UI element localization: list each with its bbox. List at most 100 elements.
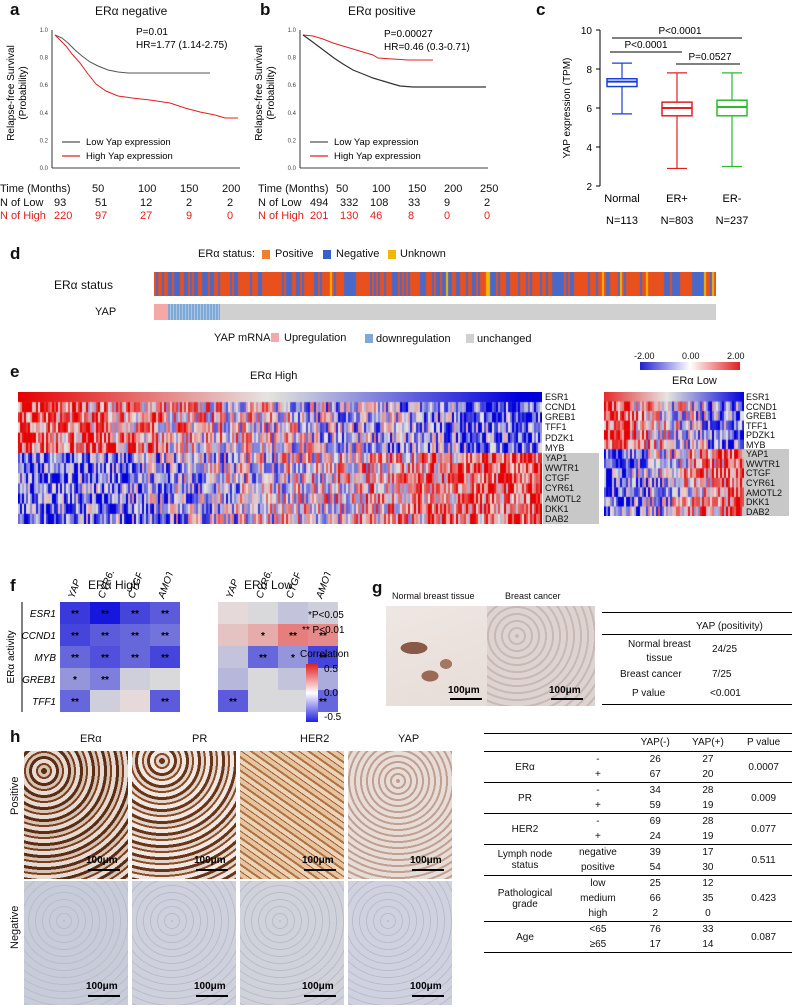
time-tick-b: 150: [408, 183, 427, 195]
gene-label: CTGF: [746, 468, 771, 479]
row-label: GREB1: [22, 675, 56, 686]
low-cell: [218, 624, 248, 646]
up-swatch: [271, 333, 279, 342]
gene-label: CCND1: [746, 401, 778, 412]
row-yap: YAP: [95, 306, 117, 318]
sig-star: **: [71, 653, 79, 664]
n-high-a: 9: [186, 210, 193, 222]
high-cell: [150, 624, 180, 646]
km-low-curve-a: [54, 34, 210, 74]
sig-star: **: [71, 697, 79, 708]
gene-label: WWTR1: [746, 458, 780, 469]
h-col-her2: HER2: [300, 733, 330, 745]
p-value-a: P=0.01: [136, 27, 168, 38]
time-tick-b: 250: [480, 183, 499, 195]
group-label: ER+: [666, 193, 688, 205]
f-title-low: ERα Low: [244, 578, 293, 592]
panel-b-title: ERα positive: [348, 4, 416, 18]
panel-label-g: g: [372, 578, 383, 597]
ytick-c: 6: [586, 104, 592, 115]
negative-label: Negative: [336, 248, 380, 260]
panel-h: h ERα PR HER2 YAP Positive Negative YAP(…: [0, 725, 795, 1008]
n-low-a: 12: [140, 197, 153, 209]
sig-star: **: [229, 697, 237, 708]
ytick-c: 8: [586, 65, 592, 76]
sig-star: **: [131, 631, 139, 642]
time-tick-a: 200: [222, 183, 241, 195]
svg-text:(Probability): (Probability): [266, 66, 277, 119]
high-cell: [150, 646, 180, 668]
gene-label: PDZK1: [746, 430, 776, 441]
time-tick-a: 150: [180, 183, 199, 195]
high-cell: [120, 602, 150, 624]
unchanged-label: unchanged: [477, 333, 532, 345]
row-label: TFF1: [32, 697, 56, 708]
n-high-a: 27: [140, 210, 153, 222]
n-low-a: 2: [186, 197, 193, 209]
high-cell: [60, 668, 90, 690]
high-cell: [60, 624, 90, 646]
p-normal-erpos: P<0.0001: [624, 40, 668, 51]
n-high-b: 46: [370, 210, 383, 222]
high-cell: [90, 624, 120, 646]
gene-label: CCND1: [545, 402, 577, 413]
sig-star: **: [319, 631, 327, 642]
col-label: CTGF: [284, 572, 304, 600]
ytick-a: 0.6: [40, 83, 49, 89]
n-low-b: 33: [408, 197, 421, 209]
n-low-b: 494: [310, 197, 329, 209]
n-high-a: 0: [227, 210, 234, 222]
gene-label: MYB: [545, 442, 565, 453]
low-cell: [218, 668, 248, 690]
g-col-header: YAP (positivity): [696, 621, 763, 632]
positive-swatch: [262, 250, 270, 259]
time-label-b: Time (Months): [258, 183, 329, 195]
panel-f: f ERα High ERα Low ** ** ** ** ** ** ** ** ** ** *…: [0, 572, 370, 722]
breast-cancer-image: 100μm: [487, 606, 595, 706]
gene-label: CYR61: [746, 477, 776, 488]
sig-star: **: [259, 653, 267, 664]
ytick-b: 0.6: [288, 83, 297, 89]
time-tick-a: 50: [92, 183, 105, 195]
high-cell: [90, 602, 120, 624]
hr-a: HR=1.77 (1.14-2.75): [136, 40, 227, 51]
high-cell: [90, 690, 120, 712]
high-cell: [90, 646, 120, 668]
ytick-a: 0.2: [40, 138, 49, 144]
scale-title: Correlation: [300, 649, 349, 660]
scale-max: 0.5: [324, 664, 338, 675]
n-high-a: 97: [95, 210, 108, 222]
km-plot-b: Relapse-free Survival (Probability) 0.0 0…: [254, 28, 488, 172]
clinical-table: YAP(-) YAP(+) P value ERα -26 27 0.0007 +67 20 PR…: [484, 733, 792, 953]
p-erpos-erneg: P=0.0527: [688, 52, 732, 63]
high-cell: [120, 646, 150, 668]
ytick-b: 1.0: [288, 28, 297, 34]
f-title-high: ERα High: [88, 578, 140, 592]
legend-high-b: High Yap expression: [334, 151, 421, 162]
svg-text:Relapse-free Survival: Relapse-free Survival: [254, 45, 265, 141]
correlation-scale-bar: [306, 664, 318, 722]
ihc-negative-PR: 100μm: [132, 881, 236, 1005]
ytick-a: 1.0: [40, 28, 49, 34]
row-axis-label: ERα activity: [6, 630, 17, 683]
n-low-b: 108: [370, 197, 389, 209]
time-label-a: Time (Months): [0, 183, 71, 195]
h-col-era: ERα: [80, 733, 102, 745]
gene-label: YAP1: [545, 452, 568, 463]
n-high-label-a: N of High: [0, 210, 46, 222]
ytick-b: 0.2: [288, 138, 297, 144]
scale-mid: 0.00: [682, 351, 700, 361]
down-label: downregulation: [376, 333, 451, 345]
gene-label: CTGF: [545, 473, 570, 484]
high-cell: [120, 624, 150, 646]
ihc-positive-ERα: 100μm: [24, 751, 128, 879]
era-status-bar: [154, 272, 716, 296]
ihc-negative-HER2: 100μm: [240, 881, 344, 1005]
low-cell: [248, 602, 278, 624]
ylabel-a-2: (Probability): [18, 66, 29, 119]
down-swatch: [365, 334, 373, 343]
legend-low-a: Low Yap expression: [86, 137, 171, 148]
scale-max: 2.00: [727, 351, 745, 361]
g-img1-label: Normal breast tissue: [392, 591, 475, 601]
h-col-pr: PR: [192, 733, 208, 745]
